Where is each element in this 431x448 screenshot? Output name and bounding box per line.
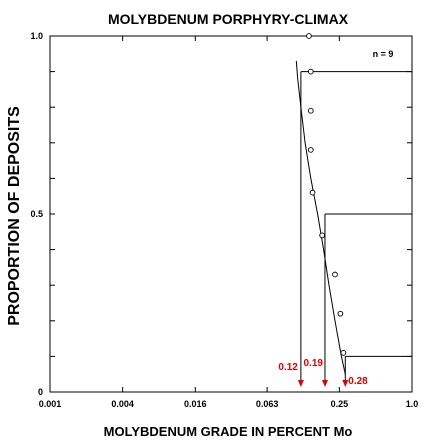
x-tick-label: 0.063 [256,399,279,409]
data-point [307,147,314,153]
data-point [307,107,314,114]
x-tick-label: 0.001 [39,399,62,409]
x-tick-label: 0.004 [111,399,134,409]
data-point [307,68,314,75]
percentile-label: 0.28 [348,376,368,387]
x-tick-label: 0.016 [184,399,207,409]
chart-title: MOLYBDENUM PORPHYRY-CLIMAX [108,11,349,27]
percentile-label: 0.19 [304,358,324,369]
data-point [340,349,347,356]
data-point [337,310,344,317]
percentile-arrow [297,380,304,387]
data-point [306,33,312,39]
percentile-arrow [321,380,328,387]
percentile-label: 0.12 [278,362,298,373]
data-point [309,189,316,196]
x-axis-label: MOLYBDENUM GRADE IN PERCENT Mo [104,424,353,439]
data-point [332,271,338,278]
y-tick-label: 1.0 [30,31,43,41]
y-tick-label: 0.5 [30,209,43,219]
data-point [319,232,325,239]
sample-count-label: n = 9 [373,49,394,59]
fitted-curve [295,60,346,375]
y-axis-label: PROPORTION OF DEPOSITS [6,106,23,326]
x-tick-label: 0.25 [331,399,349,409]
y-tick-label: 0 [38,387,43,397]
percentile-arrow [342,380,349,387]
x-tick-label: 1.0 [406,399,419,409]
